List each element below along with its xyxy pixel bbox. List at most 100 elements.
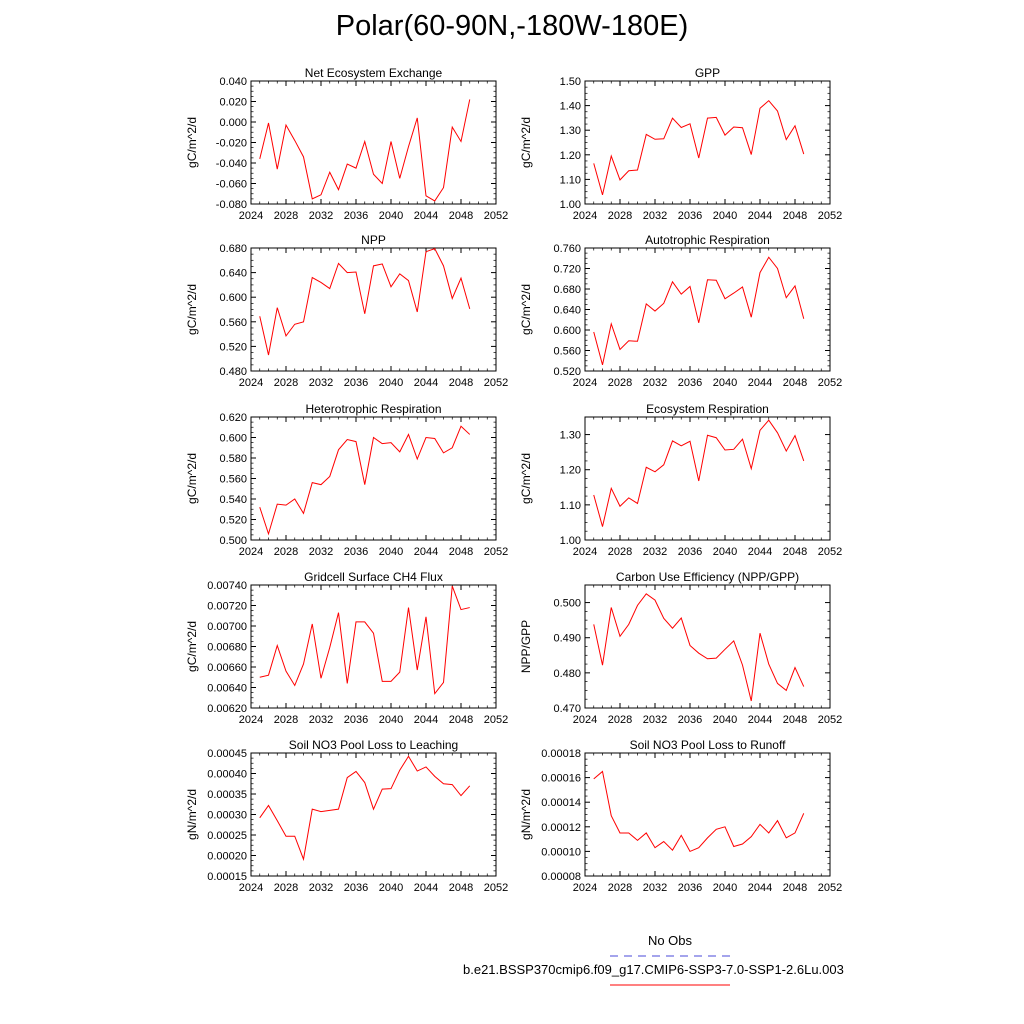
- y-tick-label: 0.720: [553, 264, 581, 276]
- x-tick-label: 2036: [678, 377, 702, 389]
- y-axis-label: gC/m^2/d: [519, 453, 533, 504]
- x-tick-label: 2044: [748, 377, 772, 389]
- page-title: Polar(60-90N,-180W-180E): [335, 10, 689, 42]
- chart-title: Ecosystem Respiration: [646, 402, 769, 416]
- chart-panel-10: Soil NO3 Pool Loss to Runoff gN/m^2/d 2024…: [519, 738, 842, 894]
- y-axis-label: gC/m^2/d: [185, 284, 199, 335]
- y-tick-label: -0.060: [216, 179, 247, 191]
- y-tick-label: 0.520: [219, 515, 247, 527]
- x-tick-label: 2048: [783, 546, 807, 558]
- x-tick-label: 2048: [449, 210, 473, 222]
- series-line: [593, 256, 805, 365]
- chart-title: NPP: [361, 233, 386, 247]
- x-tick-label: 2024: [573, 882, 597, 894]
- x-tick-label: 2024: [239, 210, 263, 222]
- y-tick-label: 0.560: [219, 317, 247, 329]
- x-tick-label: 2048: [783, 210, 807, 222]
- y-tick-label: 1.50: [560, 76, 581, 88]
- x-tick-label: 2048: [449, 714, 473, 726]
- x-tick-label: 2052: [818, 377, 842, 389]
- chart-title: Net Ecosystem Exchange: [305, 66, 443, 80]
- y-tick-label: 1.10: [560, 500, 581, 512]
- x-tick-label: 2040: [713, 546, 737, 558]
- x-tick-label: 2028: [274, 377, 298, 389]
- y-tick-label: 1.30: [560, 125, 581, 137]
- x-tick-label: 2028: [274, 714, 298, 726]
- y-axis-label: gC/m^2/d: [185, 117, 199, 168]
- y-axis-label: gC/m^2/d: [185, 621, 199, 672]
- chart-panel-1: Net Ecosystem Exchange gC/m^2/d 2024 2028 20…: [185, 66, 508, 222]
- x-tick-label: 2032: [309, 377, 333, 389]
- y-tick-label: 0.00620: [207, 703, 247, 715]
- x-tick-label: 2044: [414, 377, 438, 389]
- chart-title: Heterotrophic Respiration: [305, 402, 441, 416]
- y-tick-label: 0.760: [553, 243, 581, 255]
- series-line: [259, 755, 471, 862]
- y-tick-label: 0.520: [553, 366, 581, 378]
- y-tick-label: 0.000: [219, 117, 247, 129]
- x-tick-label: 2036: [344, 714, 368, 726]
- x-tick-label: 2044: [748, 882, 772, 894]
- chart-title: Gridcell Surface CH4 Flux: [304, 570, 443, 584]
- x-tick-label: 2028: [608, 377, 632, 389]
- x-tick-label: 2052: [484, 210, 508, 222]
- x-tick-label: 2028: [274, 882, 298, 894]
- y-axis-label: gN/m^2/d: [519, 789, 533, 840]
- x-tick-label: 2052: [818, 210, 842, 222]
- y-tick-label: 0.520: [219, 341, 247, 353]
- y-tick-label: 0.470: [553, 703, 581, 715]
- x-tick-label: 2024: [573, 714, 597, 726]
- chart-panel-3: NPP gC/m^2/d 2024 2028 2032 2036 2040 2044 2048 2…: [185, 233, 508, 389]
- y-tick-label: 0.00025: [207, 830, 247, 842]
- y-tick-label: 0.00020: [207, 851, 247, 863]
- x-tick-label: 2052: [484, 882, 508, 894]
- x-tick-label: 2032: [643, 714, 667, 726]
- y-tick-label: 0.480: [553, 668, 581, 680]
- y-tick-label: 0.00720: [207, 601, 247, 613]
- x-tick-label: 2036: [678, 210, 702, 222]
- y-axis-label: NPP/GPP: [519, 620, 533, 673]
- x-tick-label: 2052: [818, 882, 842, 894]
- x-tick-label: 2036: [678, 714, 702, 726]
- x-tick-label: 2032: [309, 210, 333, 222]
- x-tick-label: 2044: [414, 546, 438, 558]
- x-tick-label: 2048: [449, 546, 473, 558]
- x-tick-label: 2044: [414, 714, 438, 726]
- series-line: [259, 585, 470, 695]
- x-tick-label: 2028: [608, 714, 632, 726]
- series-line: [259, 425, 471, 536]
- y-tick-label: 0.600: [219, 433, 247, 445]
- chart-panel-9: Soil NO3 Pool Loss to Leaching gN/m^2/d 20…: [185, 738, 508, 894]
- x-tick-label: 2036: [678, 882, 702, 894]
- x-tick-label: 2044: [748, 210, 772, 222]
- x-tick-label: 2048: [783, 714, 807, 726]
- x-tick-label: 2048: [783, 882, 807, 894]
- x-tick-label: 2040: [379, 714, 403, 726]
- y-tick-label: -0.040: [216, 158, 247, 170]
- chart-panel-2: GPP gC/m^2/d 2024 2028 2032 2036 2040 2044 2048 2…: [519, 66, 842, 222]
- legend-obs-label: No Obs: [647, 933, 693, 948]
- y-tick-label: 0.680: [553, 284, 581, 296]
- y-tick-label: 0.00680: [207, 642, 247, 654]
- y-tick-label: 0.00030: [207, 810, 247, 822]
- y-tick-label: 1.10: [560, 174, 581, 186]
- chart-title: GPP: [695, 66, 720, 80]
- x-tick-label: 2032: [309, 714, 333, 726]
- y-tick-label: 1.00: [560, 535, 581, 547]
- x-tick-label: 2024: [239, 714, 263, 726]
- x-tick-label: 2040: [379, 377, 403, 389]
- y-tick-label: -0.020: [216, 138, 247, 150]
- y-tick-label: 0.490: [553, 633, 581, 645]
- chart-panel-5: Heterotrophic Respiration gC/m^2/d 2024 202…: [185, 402, 508, 558]
- y-tick-label: 0.00640: [207, 683, 247, 695]
- x-tick-label: 2024: [239, 377, 263, 389]
- legend-model-label: b.e21.BSSP370cmip6.f09_g17.CMIP6-SSP3-7.…: [463, 962, 844, 977]
- x-tick-label: 2044: [414, 210, 438, 222]
- chart-panel-4: Autotrophic Respiration gC/m^2/d 2024 2028 2…: [519, 233, 842, 389]
- y-tick-label: 0.480: [219, 366, 247, 378]
- series-line: [593, 593, 805, 702]
- chart-title: Carbon Use Efficiency (NPP/GPP): [616, 570, 799, 584]
- y-tick-label: 0.620: [219, 412, 247, 424]
- x-tick-label: 2052: [484, 377, 508, 389]
- y-tick-label: 0.600: [219, 292, 247, 304]
